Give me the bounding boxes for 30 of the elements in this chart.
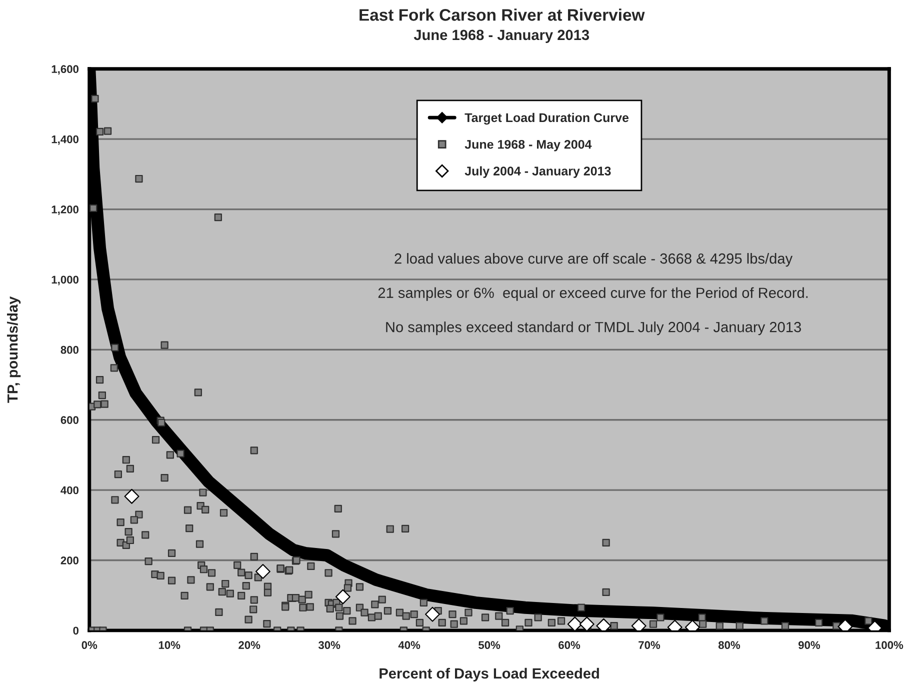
y-tick-label: 1,600	[52, 65, 79, 75]
x-tick-label: 0%	[82, 641, 98, 650]
chart-subtitle: June 1968 - January 2013	[414, 30, 590, 43]
x-tick-label: 80%	[718, 641, 740, 650]
x-tick-label: 100%	[876, 641, 904, 650]
y-tick-label: 1,000	[52, 276, 79, 286]
annotation: No samples exceed standard or TMDL July 2004 - January 2013	[386, 322, 801, 336]
y-tick-label: 0	[73, 626, 79, 635]
x-tick-label: 90%	[798, 641, 820, 650]
x-tick-label: 30%	[318, 641, 340, 650]
y-tick-label: 1,200	[52, 206, 79, 216]
x-tick-label: 40%	[398, 641, 420, 650]
y-tick-label: 1,400	[52, 135, 79, 145]
y-tick-label: 800	[60, 346, 79, 354]
x-axis-title: Percent of Days Load Exceeded	[380, 668, 599, 682]
legend-label: July 2004 - January 2013	[464, 166, 611, 178]
annotation: 21 samples or 6% equal or exceed curve for the Period of Record.	[378, 287, 808, 301]
y-tick-label: 200	[60, 556, 79, 564]
x-tick-label: 70%	[638, 641, 660, 650]
x-tick-label: 60%	[558, 641, 580, 650]
y-axis-title: TP, pounds/day	[7, 296, 21, 403]
y-tick-label: 600	[60, 416, 79, 424]
x-tick-label: 10%	[158, 641, 180, 650]
legend-label: Target Load Duration Curve	[464, 112, 629, 125]
chart-title: East Fork Carson River at Riverview	[360, 8, 645, 21]
annotation: 2 load values above curve are off scale - 3668 & 4295 lbs/day	[394, 253, 793, 267]
legend-label: June 1968 - May 2004	[464, 140, 592, 152]
x-tick-label: 20%	[238, 641, 260, 650]
x-tick-label: 50%	[478, 641, 500, 650]
y-tick-label: 400	[60, 486, 79, 494]
